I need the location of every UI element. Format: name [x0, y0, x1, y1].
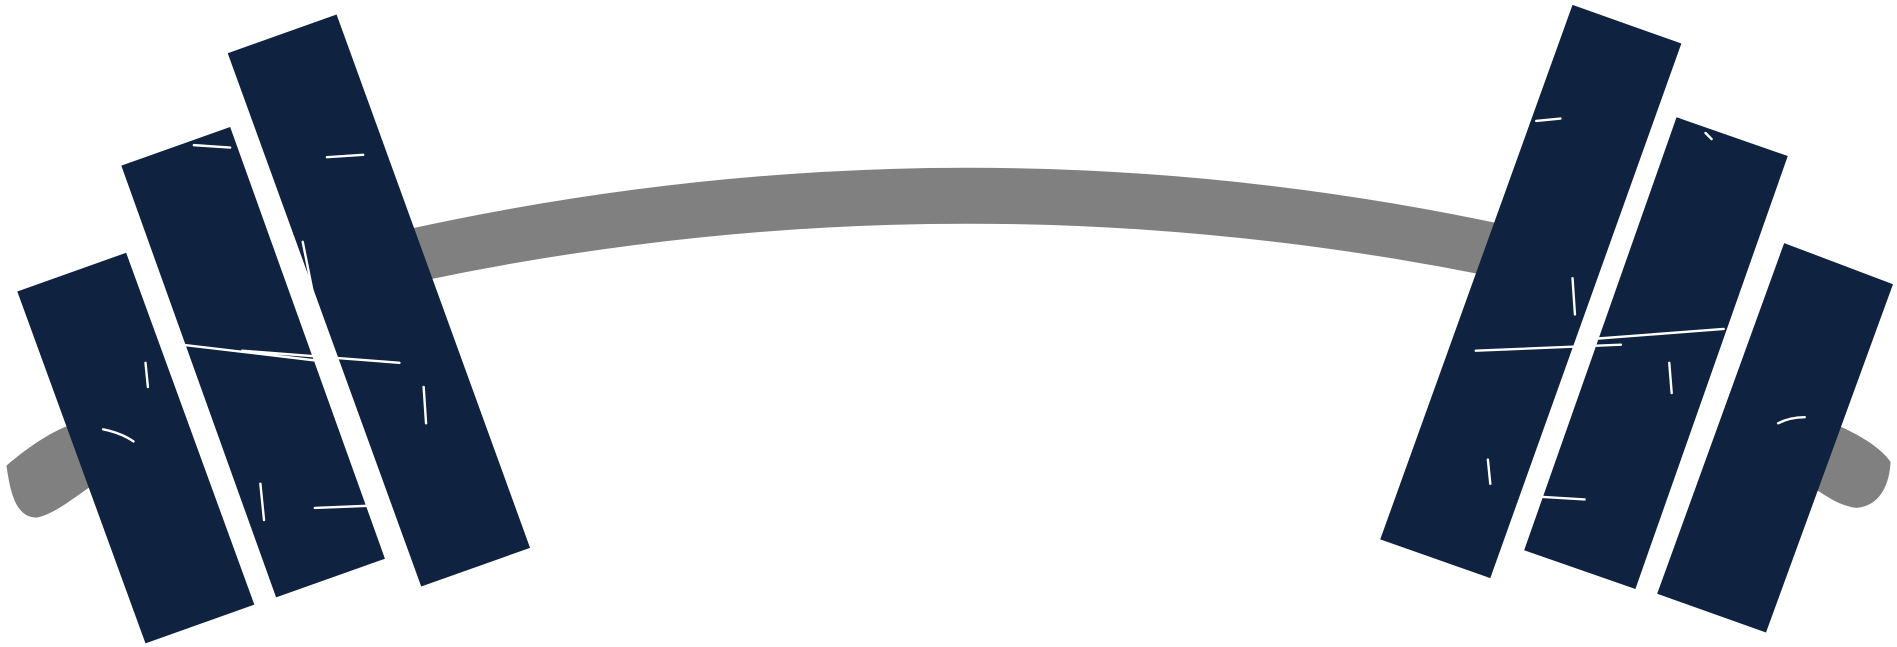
plate [1657, 243, 1893, 633]
bar [405, 167, 1500, 281]
plate [17, 252, 255, 644]
plate [1380, 4, 1682, 579]
left-plates [17, 14, 531, 644]
texture [101, 117, 1806, 522]
plate [121, 126, 385, 598]
bar-end-left [6, 423, 95, 518]
right-plates [1380, 4, 1893, 633]
plate [1524, 117, 1788, 589]
plate [227, 14, 531, 587]
